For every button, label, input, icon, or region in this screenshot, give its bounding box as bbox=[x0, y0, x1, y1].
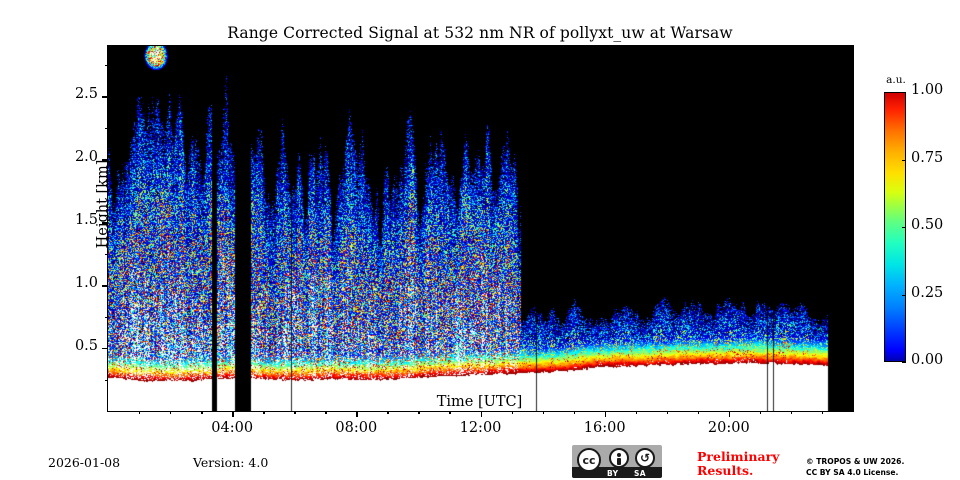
x-tick-line bbox=[759, 411, 762, 415]
by-body-shape bbox=[617, 457, 621, 465]
y-tick-line bbox=[104, 316, 108, 318]
colorbar-tick-line bbox=[902, 227, 906, 229]
colorbar-unit-label: a.u. bbox=[886, 74, 906, 86]
x-tick-line bbox=[232, 411, 234, 417]
x-tick-label: 04:00 bbox=[211, 420, 254, 436]
colorbar-tick-label: 1.00 bbox=[911, 82, 944, 98]
x-tick-label: 12:00 bbox=[459, 420, 502, 436]
y-tick-line bbox=[102, 285, 108, 287]
x-tick-line bbox=[449, 411, 451, 415]
colorbar: a.u. 0.00 0.25 0.50 0.75 1.00 bbox=[884, 74, 943, 368]
figure-date: 2026-01-08 bbox=[48, 455, 121, 470]
x-tick-line bbox=[418, 411, 420, 415]
x-tick-line bbox=[635, 411, 638, 415]
y-tick-label: 1.0 bbox=[74, 275, 98, 292]
y-tick-line bbox=[104, 64, 108, 67]
x-tick-line bbox=[790, 411, 793, 415]
colorbar-tick-label: 0.50 bbox=[911, 217, 944, 233]
x-tick-line bbox=[263, 411, 265, 415]
preliminary-line-2: Results. bbox=[697, 463, 754, 478]
x-tick-line bbox=[325, 411, 327, 415]
x-tick-line bbox=[511, 411, 513, 415]
copyright-line-2: CC BY SA 4.0 License. bbox=[806, 468, 899, 477]
y-tick-line bbox=[102, 96, 108, 98]
copyright-note: © TROPOS & UW 2026. CC BY SA 4.0 License… bbox=[806, 456, 904, 478]
cc-license-badge[interactable]: cc ↺ BY SA bbox=[572, 445, 662, 478]
colorbar-tick-line bbox=[902, 362, 906, 364]
x-tick-label: 20:00 bbox=[707, 420, 750, 436]
colorbar-tick-label: 0.25 bbox=[911, 284, 944, 301]
x-tick-line bbox=[294, 411, 296, 415]
cc-sa-icon: ↺ bbox=[635, 448, 655, 468]
heatmap-canvas bbox=[108, 46, 853, 411]
y-tick-label: 2.0 bbox=[74, 149, 98, 166]
x-tick-label: 08:00 bbox=[335, 420, 378, 436]
x-tick-line bbox=[542, 411, 544, 415]
preliminary-results-note: Preliminary Results. bbox=[697, 450, 792, 478]
x-tick-line bbox=[139, 411, 141, 415]
x-tick-label: 16:00 bbox=[583, 420, 626, 436]
by-head-shape bbox=[617, 452, 621, 457]
x-tick-line bbox=[573, 411, 576, 415]
colorbar-tick-line bbox=[902, 294, 906, 296]
preliminary-line-1: Preliminary bbox=[697, 449, 780, 464]
x-tick-line bbox=[666, 411, 669, 415]
copyright-line-1: © TROPOS & UW 2026. bbox=[806, 457, 905, 466]
y-tick-line bbox=[102, 222, 108, 224]
x-tick-line bbox=[201, 411, 203, 415]
y-tick-label: 0.5 bbox=[74, 338, 98, 355]
y-tick-line bbox=[104, 253, 108, 256]
y-tick-line bbox=[102, 348, 108, 350]
cc-by-label: BY bbox=[607, 469, 619, 478]
y-tick-line bbox=[104, 379, 108, 381]
cc-icon: cc bbox=[577, 448, 601, 472]
colorbar-tick-line bbox=[902, 159, 906, 161]
y-tick-label: 2.5 bbox=[74, 86, 98, 103]
y-tick-line bbox=[104, 127, 108, 130]
x-tick-line bbox=[728, 411, 731, 417]
cc-badge-bar bbox=[572, 467, 662, 478]
cc-sa-label: SA bbox=[634, 469, 646, 478]
x-tick-line bbox=[170, 411, 172, 415]
colorbar-tick-label: 0.00 bbox=[911, 352, 944, 368]
page-title: Range Corrected Signal at 532 nm NR of p… bbox=[227, 24, 733, 42]
colorbar-tick-line bbox=[902, 92, 906, 94]
colorbar-tick-label: 0.75 bbox=[911, 149, 944, 166]
cc-by-icon bbox=[609, 448, 629, 468]
x-tick-line bbox=[697, 411, 700, 415]
x-axis-label: Time [UTC] bbox=[436, 394, 523, 410]
plot-area: 0.5 1.0 1.5 2.0 2.5 04:00 08:00 12:00 16:00 20:0… bbox=[75, 45, 854, 436]
x-tick-line bbox=[604, 411, 607, 417]
x-tick-line bbox=[480, 411, 482, 417]
y-tick-label: 1.5 bbox=[74, 212, 98, 229]
x-tick-line bbox=[821, 411, 824, 415]
figure-version: Version: 4.0 bbox=[193, 455, 269, 470]
y-tick-line bbox=[102, 159, 108, 161]
y-tick-line bbox=[104, 190, 108, 193]
y-axis-label: Height [km] bbox=[95, 159, 111, 249]
x-tick-line bbox=[356, 411, 358, 417]
x-tick-line bbox=[387, 411, 389, 415]
